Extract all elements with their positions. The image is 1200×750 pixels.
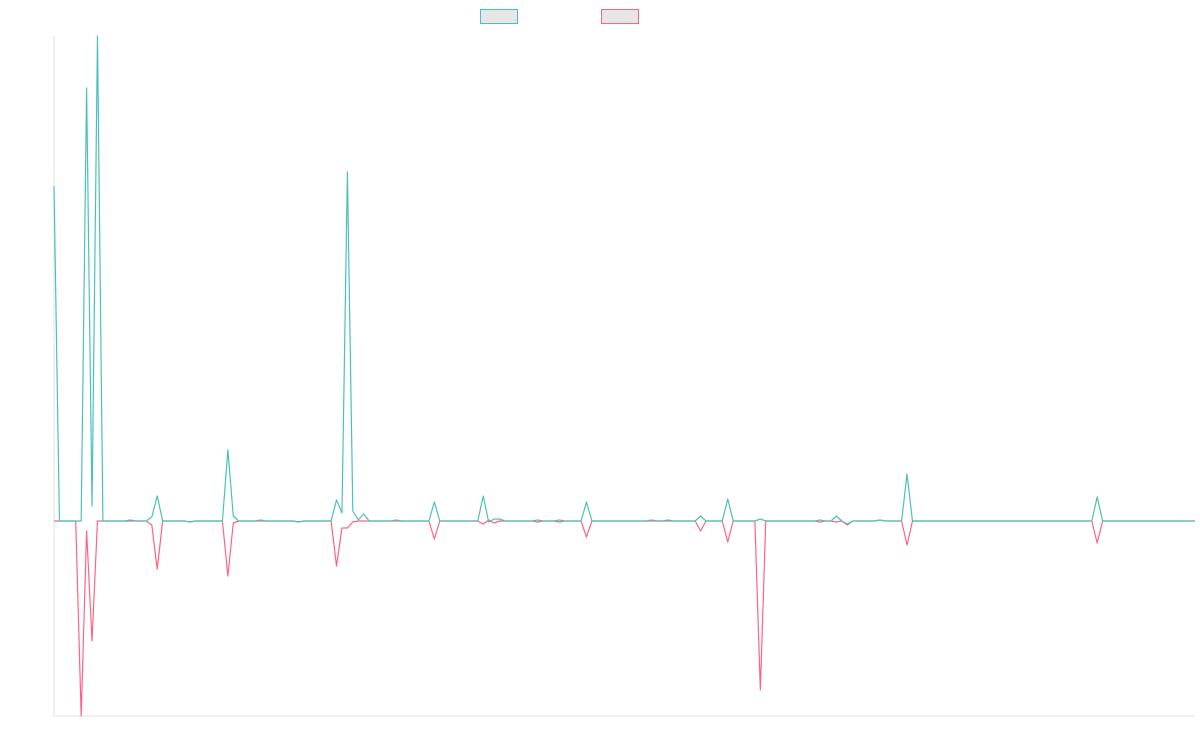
series-line-2 bbox=[54, 519, 1195, 717]
legend-swatch-series-1 bbox=[480, 9, 518, 24]
series-line-1 bbox=[53, 35, 1195, 525]
legend-swatch-series-2 bbox=[601, 9, 639, 24]
legend-item-series-1[interactable] bbox=[480, 9, 518, 24]
legend bbox=[480, 9, 639, 24]
legend-item-series-2[interactable] bbox=[601, 9, 639, 24]
